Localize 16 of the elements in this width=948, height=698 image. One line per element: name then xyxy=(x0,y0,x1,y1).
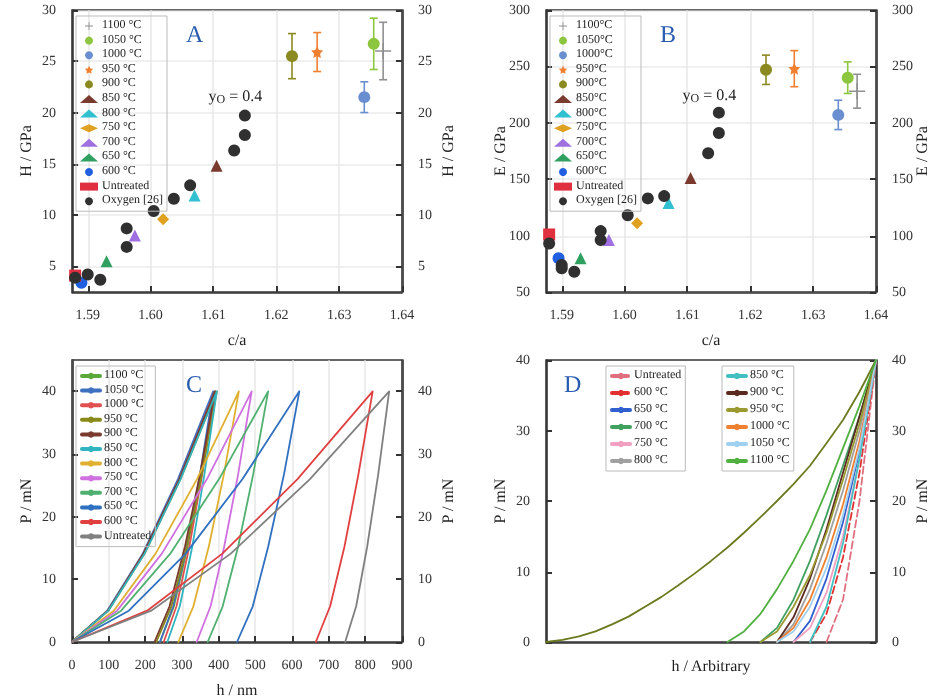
y-axis-title: P / mN xyxy=(491,478,509,524)
chart-title: B xyxy=(660,20,677,48)
y2-axis-title: P / mN xyxy=(913,478,931,524)
x-axis-title: c/a xyxy=(701,330,722,349)
x-axis-title: h / Arbitrary xyxy=(671,657,751,675)
y-axis-title: E / GPa xyxy=(491,125,509,176)
y2-axis-title: E / GPa xyxy=(913,125,931,176)
chart-title: C xyxy=(186,370,203,398)
y2-axis-title: P / mN xyxy=(439,478,457,524)
y-axis-title: H / GPa xyxy=(17,124,35,177)
y-axis-title: P / mN xyxy=(17,478,35,524)
chart-title: A xyxy=(186,20,204,48)
chart-title: D xyxy=(564,370,582,398)
y2-axis-title: H / GPa xyxy=(439,124,457,177)
x-axis-title: c/a xyxy=(227,330,248,349)
x-axis-title: h / nm xyxy=(216,680,259,698)
